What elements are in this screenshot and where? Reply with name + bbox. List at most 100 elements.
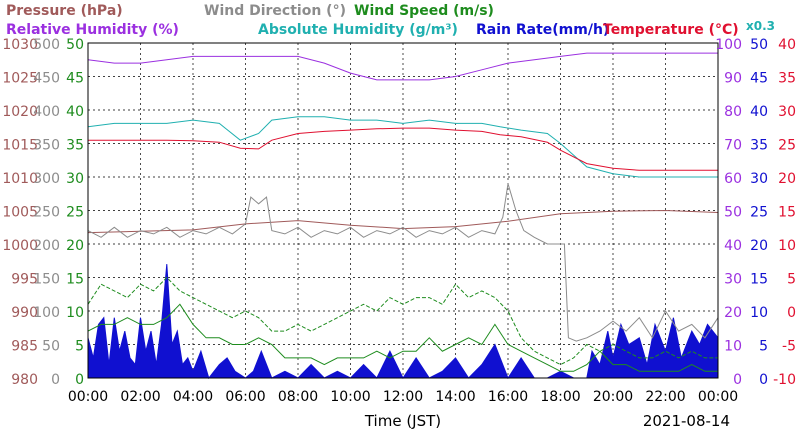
right-tick-label: 5 (759, 339, 768, 355)
left-tick-label: 250 (33, 205, 60, 221)
right-axis-ticks: 1009080706050403020100504540353025201510… (715, 37, 796, 388)
left-tick-label: 150 (33, 272, 60, 288)
right-tick-label: 35 (750, 138, 768, 154)
x-tick-label: 20:00 (593, 389, 633, 405)
left-tick-label: 1005 (2, 205, 38, 221)
right-tick-label: 60 (724, 171, 742, 187)
right-tick-label: 0 (733, 372, 742, 388)
series-pressure-hpa (87, 209, 719, 234)
plot-frame (87, 42, 719, 379)
right-tick-label: 10 (778, 238, 796, 254)
legend-item: Rain Rate(mm/h) (476, 22, 609, 38)
right-tick-label: 20 (778, 171, 796, 187)
legend-item: Pressure (hPa) (6, 3, 123, 19)
x-tick-label: 08:00 (278, 389, 318, 405)
x-tick-label: 00:00 (68, 389, 108, 405)
left-tick-label: 1020 (2, 104, 38, 120)
left-tick-label: 25 (66, 205, 84, 221)
right-tick-label: 70 (724, 138, 742, 154)
x-tick-label: 02:00 (120, 389, 160, 405)
left-tick-label: 10 (66, 305, 84, 321)
x-axis-ticks: 00:00 02:00 04:00 06:00 08:00 10:00 12:00 14:00… (68, 389, 738, 405)
right-tick-label: 15 (778, 205, 796, 221)
right-tick-label: 80 (724, 104, 742, 120)
left-tick-label: 40 (66, 104, 84, 120)
series-wind-speed-m-s (87, 303, 718, 372)
x-tick-label: 18:00 (540, 389, 580, 405)
right-tick-label: 30 (778, 104, 796, 120)
left-tick-label: 350 (33, 138, 60, 154)
right-tick-label: 50 (750, 37, 768, 53)
right-tick-label: 25 (750, 205, 768, 221)
right-tick-label: 30 (750, 171, 768, 187)
right-tick-label: 5 (787, 272, 796, 288)
right-tick-label: 45 (750, 71, 768, 87)
left-tick-label: 1015 (2, 138, 38, 154)
left-tick-label: 20 (66, 238, 84, 254)
x-tick-label: 12:00 (383, 389, 423, 405)
left-tick-label: 1025 (2, 71, 38, 87)
right-tick-label: 20 (750, 238, 768, 254)
x-tick-label: 04:00 (173, 389, 213, 405)
left-tick-label: 400 (33, 104, 60, 120)
grid-lines (88, 43, 718, 378)
legend-row-1: Pressure (hPa) Wind Direction (°) Wind Spe… (6, 3, 494, 19)
left-tick-label: 30 (66, 171, 84, 187)
left-tick-label: 450 (33, 71, 60, 87)
left-tick-label: 1010 (2, 171, 38, 187)
left-tick-label: 0 (75, 372, 84, 388)
left-tick-label: 100 (33, 305, 60, 321)
right-tick-label: 100 (715, 37, 742, 53)
right-tick-label: 25 (778, 138, 796, 154)
right-tick-label: 10 (750, 305, 768, 321)
left-tick-label: 995 (11, 272, 38, 288)
legend-item: Wind Direction (°) (204, 3, 346, 19)
left-tick-label: 15 (66, 272, 84, 288)
legend-item: Temperature (°C) (603, 22, 739, 38)
series-absolute-humidity-g-m-x0-3 (87, 116, 718, 178)
right-tick-label: 20 (724, 305, 742, 321)
x-axis-label: Time (JST) (364, 412, 441, 430)
right-tick-label: 40 (750, 104, 768, 120)
left-tick-label: 1000 (2, 238, 38, 254)
left-tick-label: 45 (66, 71, 84, 87)
left-axis-ticks: 1030102510201015101010051000995990985980… (2, 37, 84, 388)
right-tick-label: 90 (724, 71, 742, 87)
x-tick-label: 10:00 (330, 389, 370, 405)
left-tick-label: 35 (66, 138, 84, 154)
series-temperature-c (88, 127, 718, 171)
x-tick-label: 00:00 (698, 389, 738, 405)
x-tick-label: 06:00 (225, 389, 265, 405)
right-tick-label: 10 (724, 339, 742, 355)
left-tick-label: 5 (75, 339, 84, 355)
legend-item: Wind Speed (m/s) (354, 3, 494, 19)
right-tick-label: -5 (782, 339, 796, 355)
right-tick-label: 0 (759, 372, 768, 388)
right-tick-label: 50 (724, 205, 742, 221)
date-label: 2021-08-14 (643, 412, 730, 430)
legend-item: Absolute Humidity (g/m³) (258, 22, 458, 38)
left-tick-label: 985 (11, 339, 38, 355)
left-tick-label: 300 (33, 171, 60, 187)
legend-item: Relative Humidity (%) (6, 22, 179, 38)
series-wind-direction (87, 183, 719, 342)
left-tick-label: 50 (42, 339, 60, 355)
legend-row-2: Relative Humidity (%) Absolute Humidity (… (6, 19, 775, 38)
left-tick-label: 0 (51, 372, 60, 388)
left-tick-label: 990 (11, 305, 38, 321)
left-tick-label: 980 (11, 372, 38, 388)
left-tick-label: 50 (66, 37, 84, 53)
right-tick-label: 30 (724, 272, 742, 288)
x-tick-label: 22:00 (645, 389, 685, 405)
right-tick-label: -10 (773, 372, 796, 388)
legend-factor: x0.3 (746, 19, 775, 33)
left-tick-label: 500 (33, 37, 60, 53)
right-tick-label: 0 (787, 305, 796, 321)
series-relative-humidity (87, 52, 718, 81)
right-tick-label: 35 (778, 71, 796, 87)
data-series (87, 52, 719, 380)
x-tick-label: 16:00 (488, 389, 528, 405)
right-tick-label: 40 (778, 37, 796, 53)
left-tick-label: 200 (33, 238, 60, 254)
